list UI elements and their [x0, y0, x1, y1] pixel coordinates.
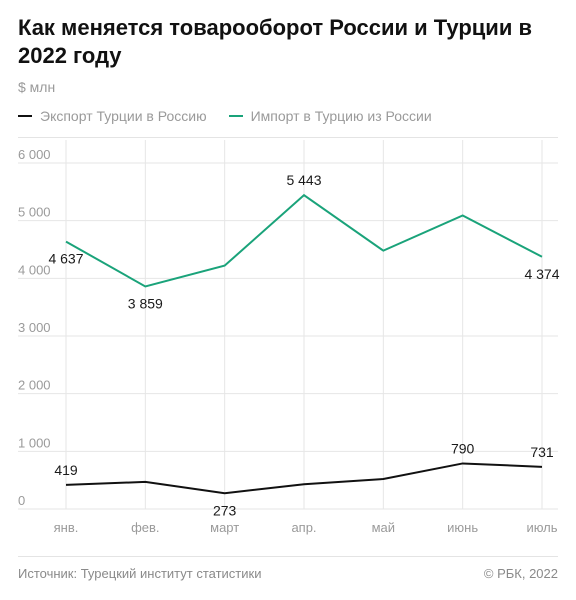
x-tick-label: май [372, 520, 395, 535]
series-lines [65, 193, 543, 495]
legend-item-import: Импорт в Турцию из России [228, 108, 432, 124]
series-line-export [65, 462, 543, 495]
x-tick-label: июнь [447, 520, 478, 535]
x-tick-label: июль [526, 520, 557, 535]
data-label: 790 [451, 440, 475, 456]
legend-swatch-import [228, 115, 243, 117]
data-label: 4 374 [524, 266, 559, 282]
source-note: Источник: Турецкий институт статистики [18, 566, 262, 581]
top-divider [18, 137, 558, 138]
y-tick-label: 5 000 [18, 205, 51, 220]
x-tick-label: март [210, 520, 239, 535]
x-tick-label: янв. [54, 520, 79, 535]
legend-label-export: Экспорт Турции в Россию [40, 108, 207, 124]
legend-label-import: Импорт в Турцию из России [250, 108, 432, 124]
legend-item-export: Экспорт Турции в Россию [18, 108, 207, 124]
chart-title: Как меняется товарооборот России и Турци… [18, 15, 532, 68]
data-label: 4 637 [48, 251, 83, 267]
y-tick-label: 1 000 [18, 435, 51, 450]
legend-swatch-export [18, 115, 32, 117]
axis-labels: 0 1 000 2 000 3 000 4 000 5 000 6 000 янв. фев. м… [18, 147, 558, 535]
series-line-import [65, 193, 543, 288]
unit-label: $ млн [18, 79, 56, 95]
data-label: 5 443 [286, 172, 321, 188]
data-label: 731 [530, 444, 554, 460]
data-label: 3 859 [128, 295, 163, 311]
bottom-divider [18, 556, 558, 557]
x-tick-label: апр. [291, 520, 316, 535]
legend: Экспорт Турции в Россию Импорт в Турцию … [18, 108, 432, 124]
data-label: 419 [54, 462, 78, 478]
y-tick-label: 4 000 [18, 262, 51, 277]
copyright-note: © РБК, 2022 [483, 566, 558, 581]
data-label: 273 [213, 502, 237, 518]
data-labels: 419 273 790 731 4 637 3 859 5 443 4 374 [48, 172, 559, 518]
x-tick-label: фев. [131, 520, 159, 535]
grid-lines [18, 140, 558, 510]
y-tick-label: 6 000 [18, 147, 51, 162]
y-tick-label: 2 000 [18, 378, 51, 393]
y-tick-label: 3 000 [18, 320, 51, 335]
y-tick-label: 0 [18, 493, 25, 508]
